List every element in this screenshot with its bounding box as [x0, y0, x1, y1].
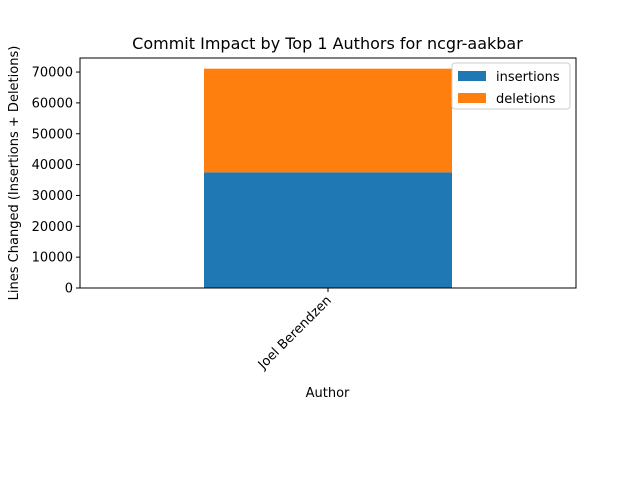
y-tick-label: 60000	[32, 96, 73, 111]
bar-deletions	[204, 68, 452, 173]
legend-swatch-insertions	[458, 71, 486, 81]
bar-insertions	[204, 172, 452, 288]
axes-frame	[79, 57, 577, 289]
plot-area: Joel Berendzen 0 10000 20000 30000 40000 50000…	[32, 57, 577, 373]
legend-label-insertions: insertions	[496, 70, 560, 85]
chart-title: Commit Impact by Top 1 Authors for ncgr-…	[132, 34, 523, 53]
y-tick-label: 50000	[32, 127, 73, 142]
y-tick-label: 20000	[32, 220, 73, 235]
legend-label-deletions: deletions	[496, 92, 556, 107]
y-axis-label: Lines Changed (Insertions + Deletions)	[7, 46, 22, 301]
x-tick-label: Joel Berendzen	[255, 293, 335, 373]
y-tick-label: 70000	[32, 66, 73, 81]
x-axis-label: Author	[306, 386, 350, 401]
y-tick-label: 40000	[32, 158, 73, 173]
legend-swatch-deletions	[458, 93, 486, 103]
y-tick-label: 30000	[32, 189, 73, 204]
y-tick-label: 0	[65, 282, 73, 297]
y-tick-label: 10000	[32, 251, 73, 266]
legend: insertions deletions	[451, 62, 571, 110]
